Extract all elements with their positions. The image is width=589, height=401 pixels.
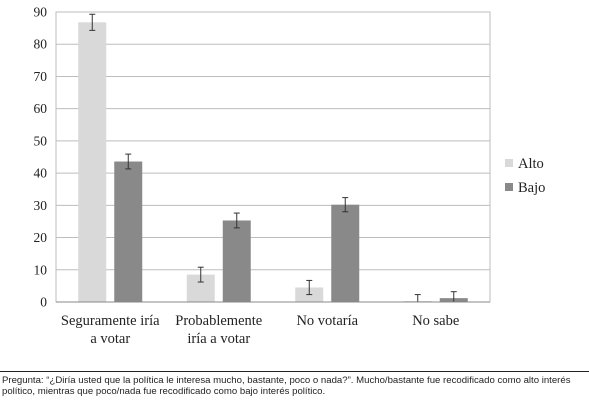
x-category-label-line: No sabe: [412, 313, 459, 329]
x-category-label-line: a votar: [90, 331, 130, 347]
y-tick-label: 60: [34, 101, 48, 116]
x-category-label: Seguramente iría a votar: [61, 313, 160, 347]
x-category-label-line: iría a votar: [187, 331, 250, 347]
x-category-label: Probablemente iría a votar: [175, 313, 262, 347]
y-tick-label: 80: [34, 37, 48, 52]
y-tick-label: 0: [40, 295, 47, 310]
legend-swatch-alto: [505, 159, 513, 167]
y-tick-label: 20: [34, 230, 48, 245]
legend-label-alto: Alto: [518, 156, 544, 172]
bar-bajo: [331, 204, 360, 302]
bars: [78, 22, 468, 303]
y-axis-ticks: 0 10 20 30 40 50 60 70 80 90: [34, 5, 48, 310]
y-tick-label: 90: [34, 5, 48, 20]
x-category-label-line: Probablemente: [175, 313, 262, 329]
y-tick-label: 40: [34, 166, 48, 181]
x-category-label: No sabe: [412, 313, 459, 329]
y-tick-label: 10: [34, 262, 48, 277]
y-tick-label: 70: [34, 69, 48, 84]
bar-alto: [78, 22, 107, 303]
legend-swatch-bajo: [505, 183, 513, 191]
note-divider: [0, 371, 589, 372]
x-axis-categories: Seguramente iría a votar Probablemente iría…: [61, 313, 459, 347]
bar-chart: 0 10 20 30 40 50 60 70 80 90 Seguramente iría a vo…: [34, 5, 546, 348]
legend-label-bajo: Bajo: [518, 180, 545, 196]
bar-bajo: [222, 220, 251, 302]
x-category-label-line: Seguramente iría: [61, 313, 160, 329]
question-note: Pregunta: “¿Diría usted que la política …: [2, 375, 571, 397]
x-category-label-line: No votaría: [296, 313, 358, 329]
bar-bajo: [114, 161, 143, 302]
y-tick-label: 30: [34, 198, 48, 213]
legend: Alto Bajo: [505, 156, 545, 196]
x-category-label: No votaría: [296, 313, 358, 329]
y-tick-label: 50: [34, 133, 48, 148]
error-bars: [89, 13, 457, 303]
